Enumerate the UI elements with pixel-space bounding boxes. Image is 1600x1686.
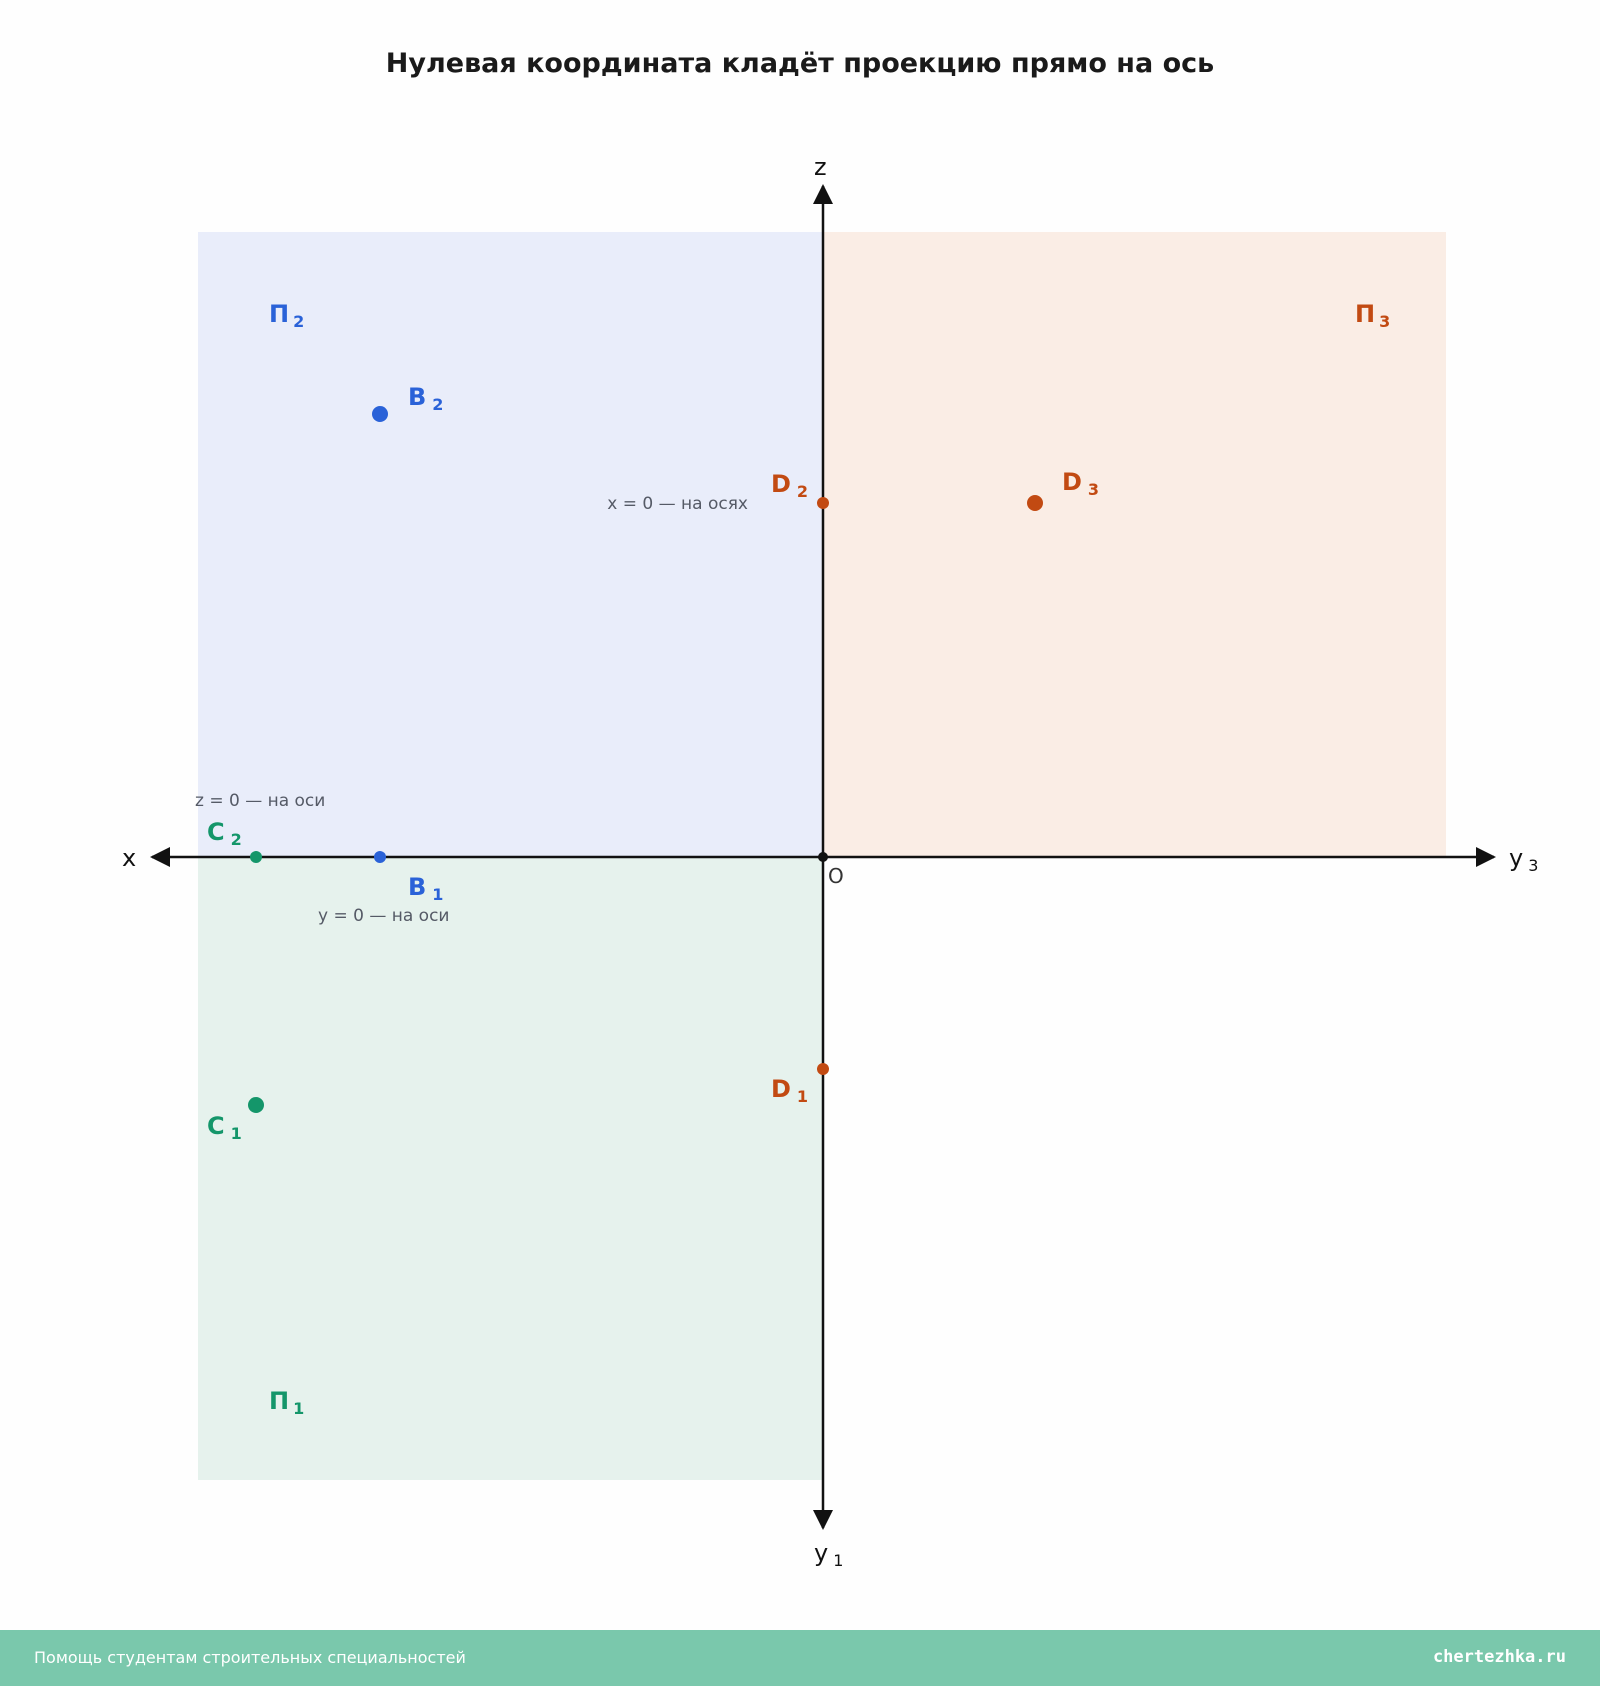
footer-site-link[interactable]: chertezhka.ru: [1432, 1647, 1566, 1667]
point-c2: [250, 851, 262, 863]
z-axis-label: z: [814, 153, 827, 181]
origin-point: [818, 852, 828, 862]
footer-bar: Помощь студентам строительных специально…: [0, 1630, 1600, 1686]
plane-p2-area: [198, 232, 823, 857]
diagram-title: Нулевая координата кладёт проекцию прямо…: [385, 48, 1215, 79]
note-y-zero: y = 0 — на оси: [318, 906, 449, 926]
plane-p1-area: [198, 857, 823, 1480]
point-d1: [817, 1063, 829, 1075]
origin-label: O: [828, 864, 844, 888]
note-z-zero: z = 0 — на оси: [195, 791, 325, 811]
x-axis-label: x: [122, 844, 136, 872]
point-d2: [817, 497, 829, 509]
footer-tagline: Помощь студентам строительных специально…: [34, 1648, 466, 1667]
note-x-zero: x = 0 — на осях: [607, 494, 748, 514]
point-b1: [374, 851, 386, 863]
point-b2: [372, 406, 388, 422]
point-d3: [1027, 495, 1043, 511]
plane-p3-area: [823, 232, 1446, 857]
point-c1: [248, 1097, 264, 1113]
